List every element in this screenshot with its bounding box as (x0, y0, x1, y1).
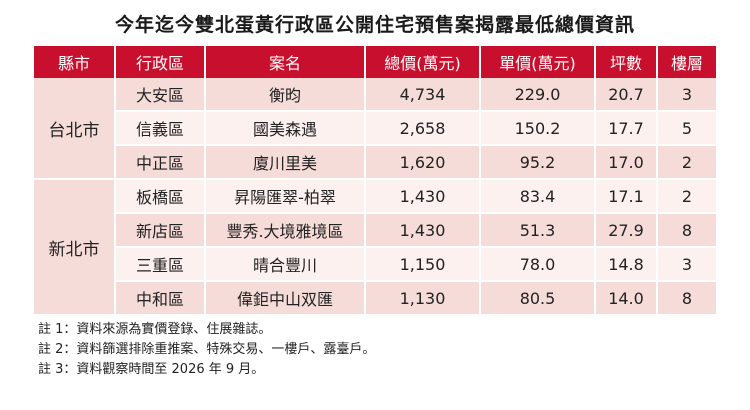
district-cell: 大安區 (116, 78, 206, 112)
unit-price-cell: 78.0 (481, 248, 596, 282)
floor-cell: 3 (658, 78, 716, 112)
total-price-cell: 2,658 (366, 112, 481, 146)
project-cell: 昇陽匯翠-柏翠 (206, 180, 366, 214)
header-ping: 坪數 (596, 46, 658, 78)
floor-cell: 3 (658, 248, 716, 282)
district-cell: 中和區 (116, 282, 206, 316)
header-project: 案名 (206, 46, 366, 78)
ping-cell: 17.7 (596, 112, 658, 146)
project-cell: 偉鉅中山双匯 (206, 282, 366, 316)
total-price-cell: 1,150 (366, 248, 481, 282)
unit-price-cell: 95.2 (481, 146, 596, 180)
city-cell: 台北市 (34, 78, 116, 180)
project-cell: 國美森遇 (206, 112, 366, 146)
table-row: 台北市 大安區 衡昀 4,734 229.0 20.7 3 (34, 78, 716, 180)
floor-cell: 8 (658, 214, 716, 248)
unit-price-cell: 83.4 (481, 180, 596, 214)
total-price-cell: 1,620 (366, 146, 481, 180)
header-row: 縣市 行政區 案名 總價(萬元) 單價(萬元) 坪數 樓層 (34, 46, 716, 78)
ping-cell: 17.1 (596, 180, 658, 214)
header-district: 行政區 (116, 46, 206, 78)
table-row: 中正區 廈川里美 1,620 95.2 17.0 2 (34, 146, 716, 180)
total-price-cell: 1,430 (366, 180, 481, 214)
district-cell: 板橋區 (116, 180, 206, 214)
floor-cell: 8 (658, 282, 716, 316)
table-row: 中和區 偉鉅中山双匯 1,130 80.5 14.0 8 (34, 282, 716, 316)
district-cell: 信義區 (116, 112, 206, 146)
district-cell: 三重區 (116, 248, 206, 282)
page-title: 今年迄今雙北蛋黃行政區公開住宅預售案揭露最低總價資訊 (114, 14, 635, 36)
header-city: 縣市 (34, 46, 116, 78)
project-cell: 衡昀 (206, 78, 366, 112)
total-price-cell: 1,430 (366, 214, 481, 248)
ping-cell: 27.9 (596, 214, 658, 248)
unit-price-cell: 80.5 (481, 282, 596, 316)
header-unit-price: 單價(萬元) (481, 46, 596, 78)
footnotes: 註 1：資料來源為實價登錄、住展雜誌。 註 2：資料篩選排除重推案、特殊交易、一… (38, 320, 375, 380)
header-total-price: 總價(萬元) (366, 46, 481, 78)
floor-cell: 2 (658, 180, 716, 214)
footnote: 註 1：資料來源為實價登錄、住展雜誌。 (38, 322, 272, 337)
price-table: 縣市 行政區 案名 總價(萬元) 單價(萬元) 坪數 樓層 台北市 大安區 衡昀… (34, 46, 716, 316)
table-row: 信義區 國美森遇 2,658 150.2 17.7 5 (34, 112, 716, 146)
header-floor: 樓層 (658, 46, 716, 78)
floor-cell: 2 (658, 146, 716, 180)
table-row: 新北市 板橋區 昇陽匯翠-柏翠 1,430 83.4 17.1 2 (34, 180, 716, 316)
unit-price-cell: 229.0 (481, 78, 596, 112)
footnote: 註 3：資料觀察時間至 2026 年 9 月。 (38, 362, 265, 377)
total-price-cell: 4,734 (366, 78, 481, 112)
project-cell: 晴合豐川 (206, 248, 366, 282)
unit-price-cell: 150.2 (481, 112, 596, 146)
table-row: 三重區 晴合豐川 1,150 78.0 14.8 3 (34, 248, 716, 282)
table-row: 新店區 豐秀.大境雅境區 1,430 51.3 27.9 8 (34, 214, 716, 248)
ping-cell: 14.0 (596, 282, 658, 316)
ping-cell: 17.0 (596, 146, 658, 180)
floor-cell: 5 (658, 112, 716, 146)
district-cell: 新店區 (116, 214, 206, 248)
project-cell: 廈川里美 (206, 146, 366, 180)
city-cell: 新北市 (34, 180, 116, 316)
footnote: 註 2：資料篩選排除重推案、特殊交易、一樓戶、露臺戶。 (38, 342, 376, 357)
district-cell: 中正區 (116, 146, 206, 180)
total-price-cell: 1,130 (366, 282, 481, 316)
project-cell: 豐秀.大境雅境區 (206, 214, 366, 248)
ping-cell: 14.8 (596, 248, 658, 282)
unit-price-cell: 51.3 (481, 214, 596, 248)
ping-cell: 20.7 (596, 78, 658, 112)
